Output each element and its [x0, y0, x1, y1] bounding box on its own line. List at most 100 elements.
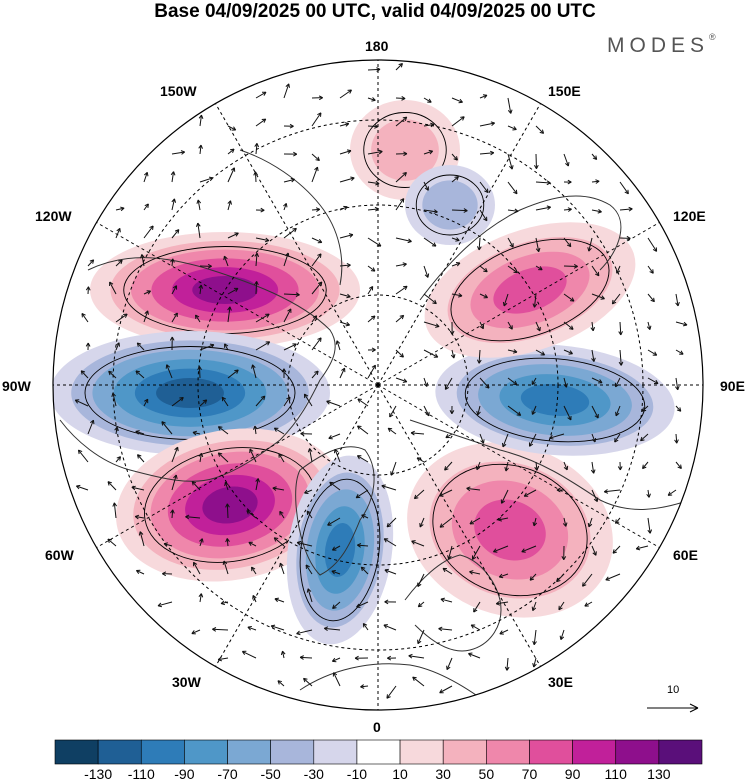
wind-vector [185, 514, 201, 520]
wind-vector [591, 377, 603, 384]
wind-vector [143, 310, 149, 323]
wind-vector [591, 179, 600, 184]
wind-vector [354, 655, 369, 661]
wind-vector [504, 461, 509, 472]
colorbar-swatch [227, 739, 271, 765]
wind-vector [410, 430, 425, 436]
map-title: Base 04/09/2025 00 UTC, valid 04/09/2025… [154, 1, 596, 22]
wind-vector [198, 144, 203, 155]
wind-vector [255, 207, 265, 213]
wind-vector [507, 181, 518, 195]
wind-vector [115, 342, 120, 351]
wind-vector [311, 315, 318, 323]
wind-vector [563, 461, 569, 471]
wind-vector [270, 624, 285, 631]
wind-vector [283, 252, 290, 267]
wind-vector [171, 229, 180, 239]
wind-vector [619, 206, 633, 212]
wind-vector [438, 626, 453, 632]
wind-vector [451, 176, 459, 183]
wind-vector [479, 121, 495, 127]
colorbar-swatch [442, 739, 487, 765]
wind-vector [468, 652, 481, 659]
wind-vector [169, 336, 175, 351]
wind-vector [479, 94, 488, 99]
wind-vector [563, 349, 573, 355]
wind-vector [227, 125, 237, 131]
colorbar-swatch [270, 739, 315, 765]
wind-vector [311, 281, 323, 295]
wind-vector [675, 461, 682, 469]
wind-vector [135, 569, 145, 575]
wind-vector [81, 312, 89, 323]
wind-vector [225, 538, 230, 547]
wind-vector [134, 514, 145, 520]
wind-vector [531, 405, 537, 415]
wind-vector [300, 431, 313, 437]
wind-vector [479, 377, 490, 389]
wind-vector [227, 287, 239, 295]
wind-vector [135, 430, 145, 435]
wind-vector [367, 285, 374, 295]
lon-label-0: 0 [373, 719, 381, 735]
wind-vector [255, 91, 267, 99]
wind-vector [499, 629, 509, 635]
wind-vector [532, 657, 537, 668]
colorbar-tick-label: 70 [521, 766, 538, 782]
colorbar-tick-label: -70 [217, 766, 238, 782]
wind-vector [303, 677, 313, 687]
colorbar [54, 739, 703, 765]
wind-vector [423, 181, 429, 191]
wind-vector [416, 457, 425, 463]
arrow-right-icon [689, 703, 699, 713]
colorbar-tick-label: -10 [346, 766, 368, 782]
map-boundary [52, 59, 704, 711]
wind-vector [171, 150, 186, 155]
wind-vector [395, 262, 407, 267]
wind-vector [109, 281, 117, 295]
wind-vector [451, 261, 461, 267]
wind-vector [591, 265, 600, 277]
wind-vector [440, 597, 453, 603]
isoline [464, 357, 646, 443]
wind-vector [85, 342, 91, 351]
wind-vector [143, 225, 154, 239]
wind-vector [331, 657, 341, 663]
wind-vector [254, 252, 260, 267]
wind-vector [445, 433, 453, 439]
wind-vector [283, 343, 297, 351]
lon-label-90w: 90W [2, 378, 31, 394]
wind-vector [395, 95, 406, 101]
wind-vector [171, 396, 184, 407]
wind-vector [367, 364, 376, 379]
wind-vector [74, 399, 89, 407]
wind-vector [556, 487, 565, 493]
negative-cell-160E [405, 165, 495, 245]
wind-vector [449, 405, 455, 415]
wind-vector [618, 321, 623, 336]
wind-vector [611, 293, 621, 305]
wind-vector [591, 545, 597, 556]
wind-vector [674, 377, 680, 391]
wind-vector [192, 430, 201, 436]
wind-vector [532, 629, 537, 646]
wind-vector [273, 537, 285, 547]
wind-vector [641, 405, 649, 412]
anomaly-field [53, 100, 675, 645]
wind-vector [227, 369, 239, 379]
wind-vector [563, 405, 572, 421]
wind-vector [367, 124, 379, 129]
wind-vector [367, 180, 380, 186]
wind-vector [534, 153, 539, 169]
wind-vector [255, 478, 260, 491]
colorbar-tick-label: -110 [127, 766, 155, 782]
anomaly-contour-fill [324, 523, 356, 577]
wind-vector [278, 453, 285, 463]
wind-vector [615, 265, 621, 274]
wind-vector [591, 405, 599, 419]
lon-label-60e: 60E [673, 547, 698, 563]
colorbar-swatch [54, 739, 99, 765]
wind-vector [395, 116, 408, 127]
wind-vector [171, 312, 178, 323]
wind-vector [386, 517, 397, 528]
